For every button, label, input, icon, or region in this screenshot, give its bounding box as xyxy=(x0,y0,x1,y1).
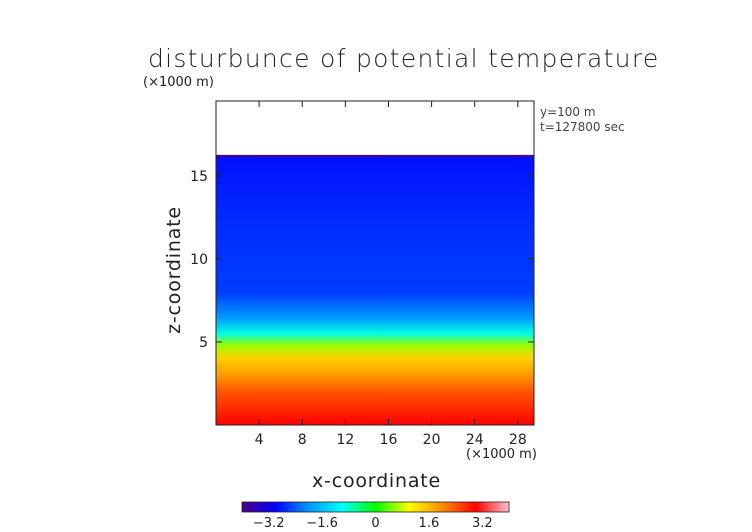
x-tick-label: 8 xyxy=(298,432,307,448)
chart-title: disturbunce of potential temperature xyxy=(148,44,660,73)
colorbar-tick-label: 1.6 xyxy=(419,516,440,531)
field-fill xyxy=(216,155,534,426)
colorbar-tick-label: −1.6 xyxy=(306,516,338,531)
x-tick-label: 24 xyxy=(466,432,484,448)
x-scale-label: (×1000 m) xyxy=(466,447,537,462)
x-tick-label: 12 xyxy=(336,432,354,448)
colorbar-bar xyxy=(241,501,510,513)
y-tick-label: 5 xyxy=(199,335,208,351)
y-scale-label: (×1000 m) xyxy=(143,75,214,90)
y-tick-label: 15 xyxy=(190,169,208,185)
x-tick-label: 4 xyxy=(255,432,264,448)
annotation-time: t=127800 sec xyxy=(540,120,625,134)
y-tick-label: 10 xyxy=(190,252,208,268)
x-tick-label: 28 xyxy=(509,432,527,448)
x-tick-label: 16 xyxy=(380,432,398,448)
plot-frame xyxy=(215,100,535,426)
colorbar-tick-label: 3.2 xyxy=(472,516,493,531)
plot-area: 4 8 12 16 20 24 28 5 10 15 xyxy=(190,100,535,448)
colorbar-tick-label: 0 xyxy=(371,516,379,531)
colorbar: −3.2 −1.6 0 1.6 3.2 xyxy=(241,501,510,531)
colorbar-tick-label: −3.2 xyxy=(253,516,285,531)
x-tick-label: 20 xyxy=(423,432,441,448)
x-axis-label: x-coordinate xyxy=(312,470,442,492)
annotation-y: y=100 m xyxy=(540,105,596,119)
